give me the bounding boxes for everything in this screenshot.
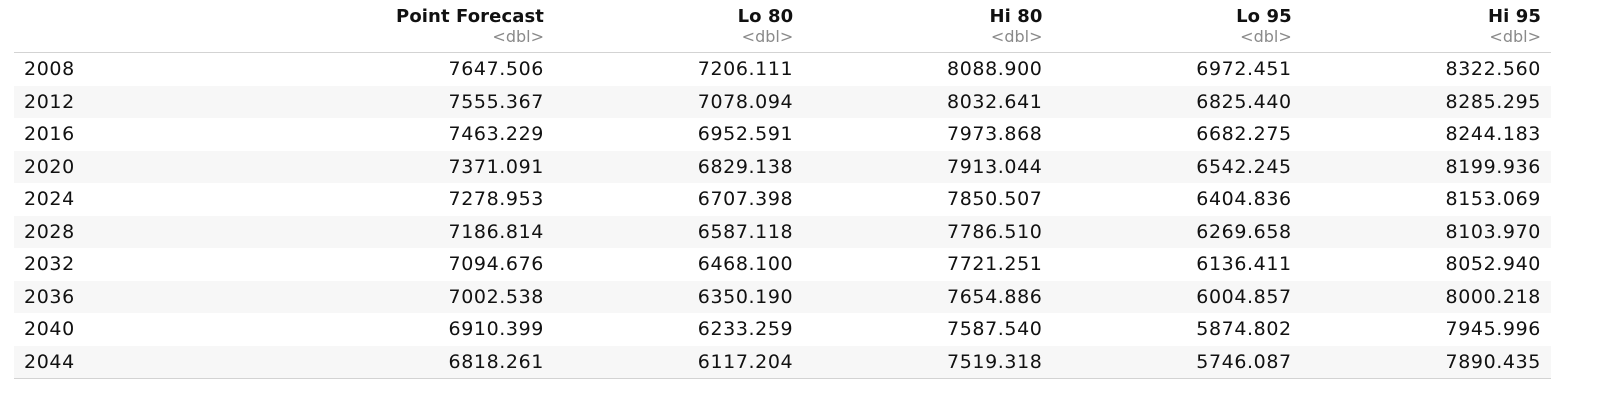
column-name: Point Forecast	[396, 6, 544, 27]
row-name-cell: 2028	[14, 215, 164, 248]
lo-80-cell: 7078.094	[554, 85, 804, 118]
column-header-hi-80[interactable]: Hi 80 <dbl>	[803, 0, 1053, 53]
column-type: <dbl>	[1240, 27, 1292, 46]
hi-80-cell: 7654.886	[803, 280, 1053, 313]
lo-95-cell: 5874.802	[1196, 318, 1292, 341]
lo-95-cell: 5746.087	[1052, 345, 1302, 379]
lo-95-cell: 6004.857	[1052, 280, 1302, 313]
hi-95-cell: 8052.940	[1445, 253, 1541, 276]
lo-95-cell: 6682.275	[1196, 123, 1292, 146]
hi-95-cell: 7945.996	[1445, 318, 1541, 341]
hi-95-cell: 8000.218	[1301, 280, 1551, 313]
hi-95-cell: 8285.295	[1301, 85, 1551, 118]
column-name: Lo 95	[1236, 6, 1292, 27]
lo-95-cell: 6136.411	[1196, 253, 1292, 276]
column-name: Hi 80	[989, 6, 1043, 27]
hi-95-cell: 8103.970	[1301, 215, 1551, 248]
row-name-cell: 2040	[24, 318, 75, 341]
table-body: 2008 7647.506 7206.111 8088.900 6972.451…	[14, 53, 1551, 379]
hi-80-cell: 7786.510	[803, 215, 1053, 248]
column-type: <dbl>	[492, 27, 544, 46]
column-header-lo-80[interactable]: Lo 80 <dbl>	[554, 0, 804, 53]
column-header-point-forecast[interactable]: Point Forecast <dbl>	[164, 0, 554, 53]
table-header: Point Forecast <dbl> Lo 80 <dbl> Hi 80 <…	[14, 0, 1551, 53]
table-row: 2028 7186.814 6587.118 7786.510 6269.658…	[14, 215, 1551, 248]
table-row: 2036 7002.538 6350.190 7654.886 6004.857…	[14, 280, 1551, 313]
hi-80-cell: 8088.900	[947, 58, 1043, 81]
lo-80-cell: 6117.204	[554, 345, 804, 379]
lo-95-cell: 6972.451	[1196, 58, 1292, 81]
lo-95-cell: 6825.440	[1052, 85, 1302, 118]
row-name-cell: 2012	[14, 85, 164, 118]
row-name-cell: 2044	[14, 345, 164, 379]
column-type: <dbl>	[741, 27, 794, 46]
point-forecast-cell: 7278.953	[448, 188, 544, 211]
column-header-hi-95[interactable]: Hi 95 <dbl>	[1301, 0, 1551, 53]
lo-80-cell: 6587.118	[554, 215, 804, 248]
table-row: 2016 7463.229 6952.591 7973.868 6682.275…	[14, 118, 1551, 151]
hi-95-cell: 7890.435	[1301, 345, 1551, 379]
table-row: 2012 7555.367 7078.094 8032.641 6825.440…	[14, 85, 1551, 118]
point-forecast-cell: 7555.367	[164, 85, 554, 118]
table-row: 2032 7094.676 6468.100 7721.251 6136.411…	[14, 248, 1551, 281]
point-forecast-cell: 7463.229	[448, 123, 544, 146]
lo-95-cell: 6542.245	[1052, 150, 1302, 183]
column-type: <dbl>	[1489, 27, 1541, 46]
row-name-cell: 2032	[24, 253, 75, 276]
column-type: <dbl>	[990, 27, 1043, 46]
point-forecast-cell: 7371.091	[164, 150, 554, 183]
column-header-lo-95[interactable]: Lo 95 <dbl>	[1052, 0, 1302, 53]
point-forecast-cell: 6910.399	[448, 318, 544, 341]
row-name-cell: 2016	[24, 123, 75, 146]
lo-95-cell: 6404.836	[1196, 188, 1292, 211]
table-row: 2040 6910.399 6233.259 7587.540 5874.802…	[14, 313, 1551, 346]
column-header-rownames	[14, 0, 164, 53]
point-forecast-cell: 7002.538	[164, 280, 554, 313]
hi-80-cell: 8032.641	[803, 85, 1053, 118]
lo-95-cell: 6269.658	[1052, 215, 1302, 248]
lo-80-cell: 6350.190	[554, 280, 804, 313]
hi-95-cell: 8244.183	[1445, 123, 1541, 146]
lo-80-cell: 6233.259	[697, 318, 794, 341]
row-name-cell: 2024	[24, 188, 75, 211]
point-forecast-cell: 6818.261	[164, 345, 554, 379]
row-name-cell: 2020	[14, 150, 164, 183]
lo-80-cell: 7206.111	[697, 58, 794, 81]
column-name: Hi 95	[1487, 6, 1541, 27]
table-row: 2044 6818.261 6117.204 7519.318 5746.087…	[14, 345, 1551, 379]
hi-80-cell: 7721.251	[947, 253, 1043, 276]
table-row: 2020 7371.091 6829.138 7913.044 6542.245…	[14, 150, 1551, 183]
hi-80-cell: 7973.868	[947, 123, 1043, 146]
hi-80-cell: 7913.044	[803, 150, 1053, 183]
point-forecast-cell: 7094.676	[448, 253, 544, 276]
lo-80-cell: 6952.591	[697, 123, 794, 146]
table-row: 2024 7278.953 6707.398 7850.507 6404.836…	[14, 183, 1551, 216]
row-name-cell: 2008	[24, 58, 75, 81]
hi-80-cell: 7587.540	[947, 318, 1043, 341]
hi-80-cell: 7850.507	[947, 188, 1043, 211]
hi-95-cell: 8322.560	[1445, 58, 1541, 81]
column-name: Lo 80	[737, 6, 794, 27]
header-row: Point Forecast <dbl> Lo 80 <dbl> Hi 80 <…	[14, 0, 1551, 53]
lo-80-cell: 6707.398	[697, 188, 794, 211]
point-forecast-cell: 7186.814	[164, 215, 554, 248]
row-name-cell: 2036	[14, 280, 164, 313]
lo-80-cell: 6468.100	[697, 253, 794, 276]
hi-80-cell: 7519.318	[803, 345, 1053, 379]
point-forecast-cell: 7647.506	[448, 58, 544, 81]
hi-95-cell: 8199.936	[1301, 150, 1551, 183]
table-row: 2008 7647.506 7206.111 8088.900 6972.451…	[14, 53, 1551, 86]
forecast-table-container: Point Forecast <dbl> Lo 80 <dbl> Hi 80 <…	[14, 0, 1551, 379]
hi-95-cell: 8153.069	[1445, 188, 1541, 211]
lo-80-cell: 6829.138	[554, 150, 804, 183]
forecast-table: Point Forecast <dbl> Lo 80 <dbl> Hi 80 <…	[14, 0, 1551, 379]
